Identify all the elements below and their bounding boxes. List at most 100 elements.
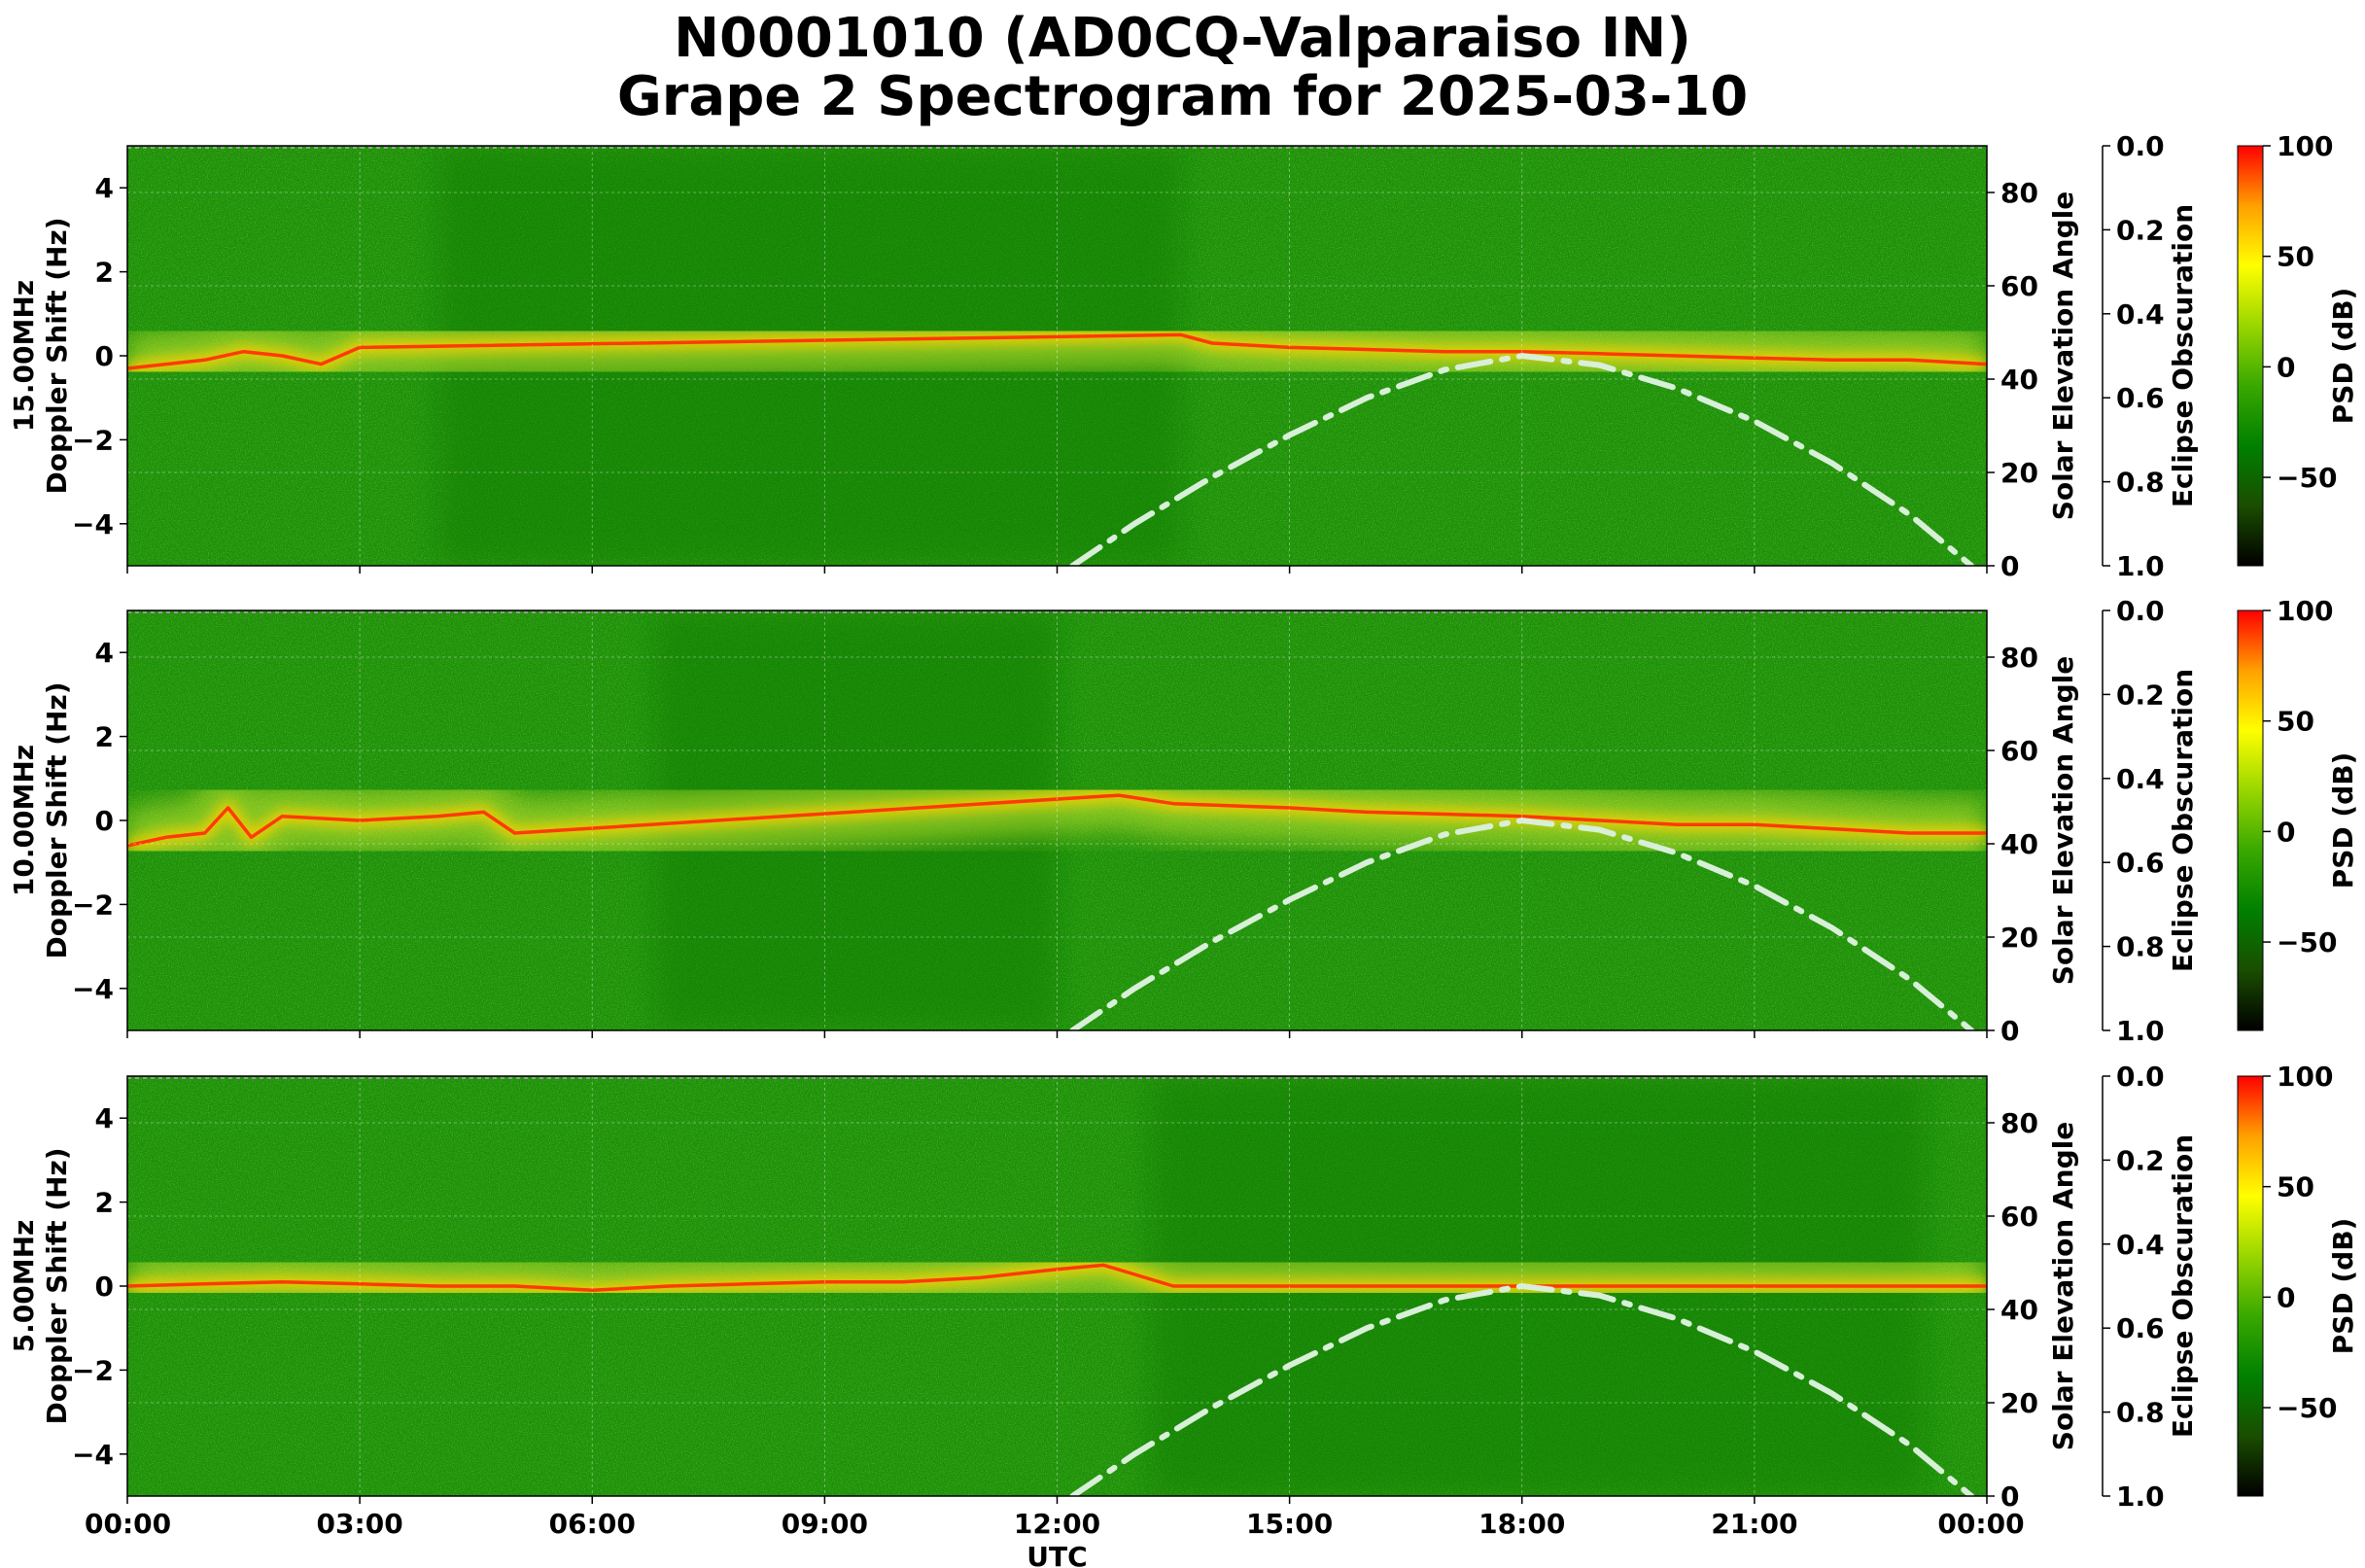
colorbar-label: PSD (dB) [2327, 1218, 2359, 1355]
eclipse-tick-label: 0.4 [2116, 763, 2165, 795]
doppler-tick-label: 4 [95, 637, 114, 669]
utc-tick-label: 21:00 [1711, 1508, 1797, 1540]
elevation-tick-label: 60 [2000, 735, 2038, 767]
colorbar-tick-label: −50 [2277, 462, 2337, 494]
utc-tick-label: 09:00 [782, 1508, 868, 1540]
colorbar-tick-label: 0 [2277, 351, 2295, 383]
utc-axis-label: UTC [1026, 1541, 1087, 1568]
utc-tick-label: 06:00 [549, 1508, 636, 1540]
elevation-tick-label: 0 [2000, 1015, 2019, 1047]
carrier-trace [127, 332, 1987, 370]
eclipse-tick-label: 0.4 [2116, 298, 2165, 331]
doppler-axis-label: Doppler Shift (Hz) [41, 1147, 73, 1424]
doppler-tick-label: −2 [72, 424, 114, 456]
spectrogram-panel: 420−2−45.00MHz Doppler Shift (Hz)80604020… [8, 1061, 2359, 1568]
colorbar-tick-label: 100 [2277, 595, 2333, 627]
doppler-axis-label: Doppler Shift (Hz) [41, 681, 73, 958]
solar-elevation-curve [1069, 352, 1975, 566]
doppler-tick-label: −4 [72, 508, 114, 540]
elevation-tick-label: 80 [2000, 642, 2038, 674]
doppler-tick-label: 0 [95, 1271, 114, 1303]
colorbar [2237, 610, 2264, 1031]
elevation-axis-label: Solar Elevation Angle [2047, 656, 2079, 985]
elevation-tick-label: 40 [2000, 364, 2038, 396]
eclipse-tick-label: 1.0 [2116, 1015, 2165, 1047]
doppler-tick-label: 4 [95, 1102, 114, 1134]
colorbar-tick-label: 0 [2277, 816, 2295, 848]
eclipse-tick-label: 0.6 [2116, 382, 2165, 414]
spectrogram-panel: 420−2−415.00MHz Doppler Shift (Hz)8060402… [8, 130, 2359, 582]
doppler-tick-label: −4 [72, 973, 114, 1005]
elevation-tick-label: 0 [2000, 1481, 2019, 1513]
eclipse-tick-label: 0.8 [2116, 467, 2165, 499]
eclipse-axis-label: Eclipse Obscuration [2167, 669, 2199, 972]
doppler-tick-label: 0 [95, 805, 114, 837]
elevation-tick-label: 20 [2000, 457, 2038, 489]
eclipse-tick-label: 0.6 [2116, 1312, 2165, 1344]
elevation-tick-label: 0 [2000, 550, 2019, 582]
eclipse-tick-label: 0.8 [2116, 1397, 2165, 1429]
doppler-tick-label: 2 [95, 1187, 114, 1219]
frequency-label: 5.00MHz [8, 1220, 40, 1353]
eclipse-tick-label: 0.2 [2116, 214, 2165, 246]
eclipse-tick-label: 0.6 [2116, 847, 2165, 879]
colorbar [2237, 145, 2264, 567]
doppler-axis-label: Doppler Shift (Hz) [41, 217, 73, 494]
eclipse-tick-label: 0.4 [2116, 1229, 2165, 1261]
elevation-axis-label: Solar Elevation Angle [2047, 1122, 2079, 1450]
utc-tick-label: 00:00 [1937, 1508, 2024, 1540]
eclipse-tick-label: 1.0 [2116, 550, 2165, 582]
colorbar-tick-label: 50 [2277, 241, 2314, 273]
elevation-axis-label: Solar Elevation Angle [2047, 192, 2079, 520]
utc-tick-label: 15:00 [1246, 1508, 1333, 1540]
colorbar-tick-label: 0 [2277, 1281, 2295, 1313]
doppler-tick-label: −2 [72, 1354, 114, 1386]
solar-elevation-curve [1069, 1282, 1975, 1496]
frequency-label: 10.00MHz [8, 745, 40, 896]
doppler-tick-label: 4 [95, 172, 114, 204]
elevation-tick-label: 20 [2000, 1387, 2038, 1419]
utc-tick-label: 18:00 [1478, 1508, 1565, 1540]
elevation-tick-label: 60 [2000, 1201, 2038, 1233]
colorbar [2237, 1075, 2264, 1497]
eclipse-tick-label: 0.0 [2116, 130, 2165, 162]
eclipse-axis-label: Eclipse Obscuration [2167, 1134, 2199, 1438]
colorbar-tick-label: −50 [2277, 1392, 2337, 1424]
chart-title-line1: N0001010 (AD0CQ-Valparaiso IN) [674, 7, 1691, 70]
utc-tick-label: 03:00 [317, 1508, 403, 1540]
eclipse-tick-label: 0.2 [2116, 679, 2165, 711]
elevation-tick-label: 40 [2000, 1294, 2038, 1326]
doppler-tick-label: −4 [72, 1439, 114, 1471]
eclipse-tick-label: 0.8 [2116, 931, 2165, 963]
doppler-tick-label: −2 [72, 889, 114, 921]
eclipse-tick-label: 0.0 [2116, 595, 2165, 627]
spectrogram-panel: 420−2−410.00MHz Doppler Shift (Hz)8060402… [8, 595, 2359, 1047]
elevation-tick-label: 80 [2000, 1107, 2038, 1139]
eclipse-tick-label: 1.0 [2116, 1481, 2165, 1513]
colorbar-tick-label: 50 [2277, 1171, 2314, 1203]
doppler-tick-label: 2 [95, 257, 114, 289]
carrier-trace [127, 1263, 1987, 1293]
chart-title-line2: Grape 2 Spectrogram for 2025-03-10 [616, 65, 1749, 128]
utc-tick-label: 12:00 [1014, 1508, 1100, 1540]
frequency-label: 15.00MHz [8, 280, 40, 432]
colorbar-tick-label: 100 [2277, 130, 2333, 162]
elevation-tick-label: 20 [2000, 922, 2038, 954]
colorbar-label: PSD (dB) [2327, 288, 2359, 425]
colorbar-tick-label: 50 [2277, 706, 2314, 738]
doppler-tick-label: 0 [95, 340, 114, 372]
eclipse-tick-label: 0.2 [2116, 1144, 2165, 1176]
doppler-tick-label: 2 [95, 721, 114, 753]
eclipse-axis-label: Eclipse Obscuration [2167, 204, 2199, 507]
utc-tick-label: 00:00 [85, 1508, 171, 1540]
colorbar-label: PSD (dB) [2327, 752, 2359, 889]
elevation-tick-label: 60 [2000, 270, 2038, 302]
solar-elevation-curve [1069, 817, 1975, 1030]
colorbar-tick-label: 100 [2277, 1061, 2333, 1093]
colorbar-tick-label: −50 [2277, 926, 2337, 958]
elevation-tick-label: 40 [2000, 828, 2038, 860]
carrier-trace [127, 793, 1987, 848]
eclipse-tick-label: 0.0 [2116, 1061, 2165, 1093]
elevation-tick-label: 80 [2000, 177, 2038, 209]
